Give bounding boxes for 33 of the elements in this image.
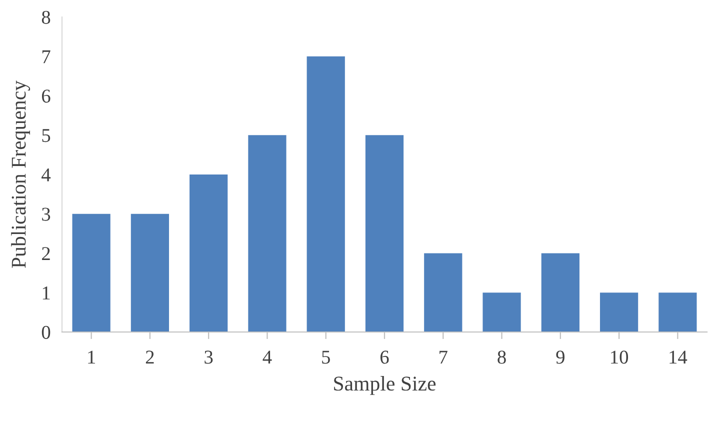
x-tick-label: 6 xyxy=(380,350,389,364)
x-tick-label: 5 xyxy=(322,350,330,364)
bar xyxy=(248,135,286,332)
y-tick-label: 1 xyxy=(42,286,50,300)
x-tick-label: 7 xyxy=(440,350,448,364)
bar xyxy=(600,292,638,332)
y-tick-label: 6 xyxy=(42,90,50,103)
bar xyxy=(424,253,462,332)
bar xyxy=(130,214,170,332)
y-tick-label: 7 xyxy=(42,50,50,64)
bar xyxy=(72,214,110,332)
bar xyxy=(658,292,697,332)
bar xyxy=(541,253,580,332)
x-tick-label: 10 xyxy=(611,350,628,364)
x-tick-label: 1 xyxy=(88,350,96,364)
bar xyxy=(482,292,521,332)
x-tick-label: 8 xyxy=(498,350,506,364)
x-tick-label: 4 xyxy=(262,350,272,364)
y-tick-label: 8 xyxy=(42,10,50,24)
y-tick-label: 5 xyxy=(42,129,50,142)
y-axis-title: Publication Frequency xyxy=(11,80,30,268)
bar xyxy=(306,56,345,332)
y-tick-label: 2 xyxy=(42,247,50,260)
bar xyxy=(190,174,228,332)
y-tick-label: 4 xyxy=(42,168,51,182)
y-tick-label: 3 xyxy=(42,208,50,221)
x-tick-label: 3 xyxy=(204,350,213,364)
y-tick-label: 0 xyxy=(42,326,50,339)
bar xyxy=(365,135,404,332)
x-tick-label: 2 xyxy=(146,350,154,364)
x-axis-title: Sample Size xyxy=(334,376,436,395)
x-tick-label: 9 xyxy=(556,350,564,364)
x-tick-label: 14 xyxy=(670,350,688,364)
